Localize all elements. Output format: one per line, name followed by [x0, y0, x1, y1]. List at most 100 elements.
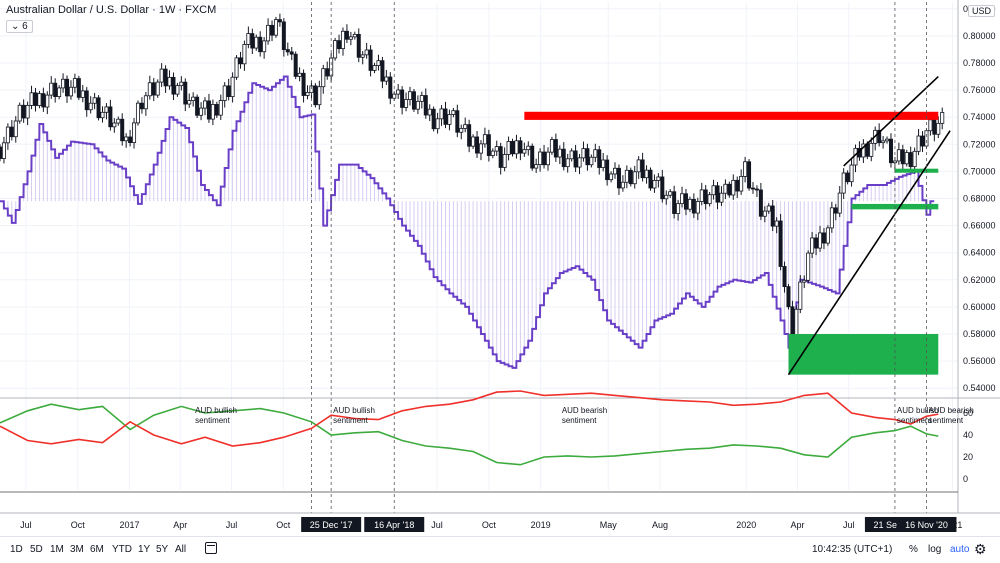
date-marker-label: 21 Sep '20: [874, 520, 917, 530]
time-tick-label: Aug: [652, 520, 668, 530]
bull-candle: [72, 78, 77, 88]
bear-candle: [400, 89, 405, 108]
timeframe-1d-button[interactable]: 1D: [10, 544, 23, 555]
bull-candle: [577, 157, 582, 168]
bull-candle: [242, 44, 247, 65]
bull-candle: [739, 176, 744, 192]
bear-candle: [238, 57, 243, 65]
bull-candle: [124, 136, 129, 142]
bear-candle: [84, 90, 89, 111]
sentiment-annotation-line2: sentiment: [195, 416, 230, 425]
bull-candle: [155, 81, 160, 96]
bull-candle: [25, 104, 30, 119]
timeframe-6m-button[interactable]: 6M: [90, 544, 104, 555]
bull-candle: [837, 192, 842, 214]
bull-candle: [545, 151, 550, 166]
bull-candle: [104, 106, 109, 113]
bull-candle: [490, 150, 495, 156]
percent-toggle[interactable]: %: [909, 544, 918, 555]
bear-candle: [877, 129, 882, 144]
bear-candle: [530, 145, 535, 169]
bull-candle: [636, 159, 641, 173]
bear-candle: [0, 146, 3, 159]
indicator-badge[interactable]: ⌄ 6: [6, 20, 33, 33]
bear-candle: [120, 118, 125, 142]
resistance-zone: [524, 111, 939, 120]
auto-scale-toggle[interactable]: auto: [950, 544, 970, 555]
bear-candle: [250, 33, 255, 49]
bull-candle: [17, 104, 22, 122]
timeframe-1y-button[interactable]: 1Y: [138, 544, 151, 555]
bull-candle: [13, 120, 18, 138]
bear-candle: [293, 53, 298, 77]
time-tick-label: Oct: [276, 520, 291, 530]
time-tick-label: 2017: [120, 520, 140, 530]
bull-candle: [112, 122, 117, 128]
time-tick-label: Apr: [790, 520, 804, 530]
bull-candle: [297, 72, 302, 77]
bull-candle: [892, 160, 897, 164]
timeframe-all-button[interactable]: All: [175, 544, 187, 555]
bear-candle: [758, 189, 763, 217]
log-toggle[interactable]: log: [928, 544, 942, 555]
bull-candle: [203, 100, 208, 109]
time-tick-label: Oct: [482, 520, 497, 530]
bear-candle: [443, 108, 448, 125]
indicator-badge-value: 6: [22, 21, 28, 32]
timeframe-ytd-button[interactable]: YTD: [112, 544, 132, 555]
bear-candle: [691, 198, 696, 214]
bear-candle: [301, 72, 306, 96]
bear-candle: [683, 193, 688, 210]
bull-candle: [731, 179, 736, 196]
timeframe-1m-button[interactable]: 1M: [50, 544, 64, 555]
date-marker-label: 16 Nov '20: [905, 520, 948, 530]
timeframe-5d-button[interactable]: 5D: [30, 544, 43, 555]
price-tick-label: 0.54000: [963, 383, 996, 393]
timeframe-3m-button[interactable]: 3M: [70, 544, 84, 555]
bear-candle: [640, 159, 645, 179]
bull-candle: [478, 143, 483, 154]
bull-candle: [766, 205, 771, 212]
bull-candle: [841, 172, 846, 194]
support-zone-low: [788, 334, 939, 375]
bear-candle: [648, 169, 653, 189]
bull-candle: [187, 100, 192, 105]
bear-candle: [778, 220, 783, 267]
bull-candle: [534, 164, 539, 169]
bear-candle: [518, 140, 523, 154]
bear-candle: [770, 205, 775, 227]
bear-candle: [258, 36, 263, 53]
bear-candle: [715, 185, 720, 203]
sentiment-annotation-line2: sentiment: [928, 416, 963, 425]
bear-candle: [65, 78, 70, 97]
bear-candle: [206, 100, 211, 120]
bull-candle: [526, 145, 531, 151]
clock-readout[interactable]: 10:42:35 (UTC+1): [812, 544, 893, 555]
price-tick-label: 0.76000: [963, 85, 996, 95]
bull-candle: [482, 134, 487, 145]
sentiment-annotation-line1: AUD bullish: [195, 406, 237, 415]
bull-candle: [100, 111, 105, 119]
bear-candle: [277, 19, 282, 23]
bull-candle: [396, 89, 401, 95]
gear-icon[interactable]: ⚙: [974, 541, 987, 557]
bear-candle: [888, 138, 893, 164]
sentiment-overlay-line: [0, 75, 935, 369]
bull-candle: [147, 82, 152, 97]
bull-candle: [143, 95, 148, 110]
currency-badge[interactable]: USD: [968, 5, 996, 17]
bull-candle: [463, 124, 468, 129]
bear-candle: [423, 95, 428, 116]
calendar-icon[interactable]: [205, 542, 217, 554]
chart-area[interactable]: 0.54000 0.56000 0.58000 0.60000 0.62000 0.640…: [0, 0, 1000, 536]
oscillator-tick-label: 0: [963, 474, 968, 484]
bear-candle: [53, 82, 58, 97]
bottom-toolbar: 1D 5D 1M 3M 6M YTD 1Y 5Y All 10:42:35 (U…: [0, 536, 1000, 563]
bear-candle: [585, 148, 590, 166]
oscillator-tick-label: 40: [963, 430, 973, 440]
bear-candle: [128, 136, 133, 143]
bull-candle: [881, 140, 886, 144]
bear-candle: [9, 126, 14, 138]
bull-candle: [589, 156, 594, 166]
timeframe-5y-button[interactable]: 5Y: [156, 544, 169, 555]
